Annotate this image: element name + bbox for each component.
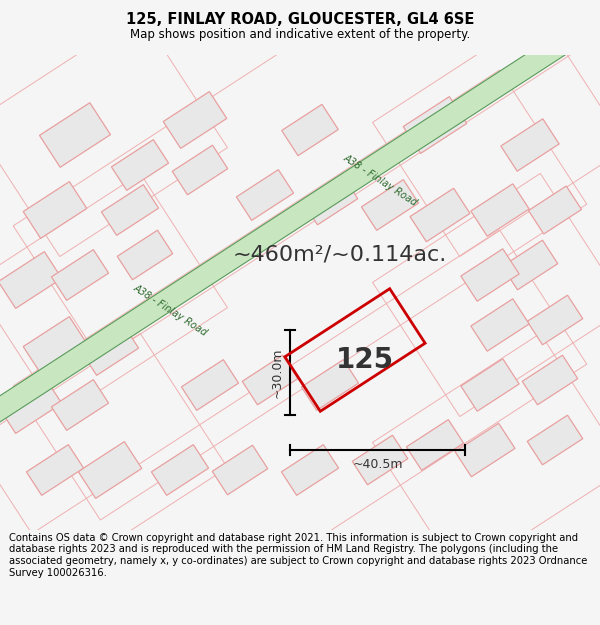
Text: ~30.0m: ~30.0m <box>271 348 284 398</box>
Polygon shape <box>471 299 529 351</box>
Polygon shape <box>455 423 515 477</box>
Polygon shape <box>352 435 408 485</box>
Polygon shape <box>0 252 62 308</box>
Polygon shape <box>181 359 239 411</box>
Polygon shape <box>361 179 419 231</box>
Text: ~460m²/~0.114ac.: ~460m²/~0.114ac. <box>233 245 447 265</box>
Polygon shape <box>527 415 583 465</box>
Polygon shape <box>82 324 139 376</box>
Polygon shape <box>527 295 583 345</box>
Text: 125, FINLAY ROAD, GLOUCESTER, GL4 6SE: 125, FINLAY ROAD, GLOUCESTER, GL4 6SE <box>126 12 474 27</box>
Polygon shape <box>23 182 87 238</box>
Polygon shape <box>23 317 87 373</box>
Polygon shape <box>281 444 338 496</box>
Polygon shape <box>172 145 228 195</box>
Polygon shape <box>0 377 62 433</box>
Polygon shape <box>301 359 359 411</box>
Polygon shape <box>410 188 470 242</box>
Polygon shape <box>52 249 109 301</box>
Polygon shape <box>26 444 83 496</box>
Text: 125: 125 <box>336 346 394 374</box>
Polygon shape <box>40 102 110 168</box>
Polygon shape <box>101 184 158 236</box>
Text: ~40.5m: ~40.5m <box>352 459 403 471</box>
Polygon shape <box>522 355 578 405</box>
Polygon shape <box>236 169 293 221</box>
Polygon shape <box>403 97 467 153</box>
Polygon shape <box>461 359 519 411</box>
Polygon shape <box>471 184 529 236</box>
Text: A38 - Finlay Road: A38 - Finlay Road <box>341 152 419 208</box>
Text: A38 - Finlay Road: A38 - Finlay Road <box>131 282 209 338</box>
Text: Contains OS data © Crown copyright and database right 2021. This information is : Contains OS data © Crown copyright and d… <box>9 533 587 578</box>
Polygon shape <box>78 442 142 498</box>
Polygon shape <box>461 249 519 301</box>
Polygon shape <box>117 230 173 280</box>
Polygon shape <box>501 119 559 171</box>
Polygon shape <box>112 139 169 191</box>
Polygon shape <box>0 26 580 454</box>
Text: Map shows position and indicative extent of the property.: Map shows position and indicative extent… <box>130 28 470 41</box>
Polygon shape <box>163 92 227 148</box>
Polygon shape <box>282 104 338 156</box>
Polygon shape <box>529 186 581 234</box>
Polygon shape <box>406 419 464 471</box>
Polygon shape <box>151 444 209 496</box>
Polygon shape <box>502 240 558 290</box>
Polygon shape <box>242 355 298 405</box>
Polygon shape <box>52 379 109 431</box>
Polygon shape <box>212 445 268 495</box>
Polygon shape <box>302 175 358 225</box>
